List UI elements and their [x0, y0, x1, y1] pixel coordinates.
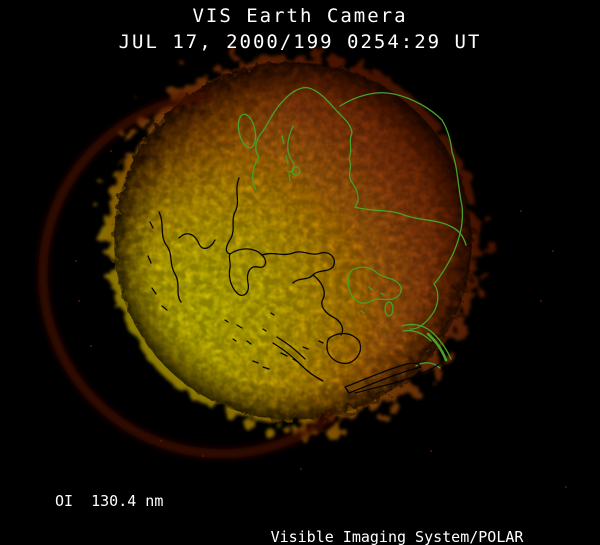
coast-limb-bright	[426, 332, 448, 362]
coastlines-day	[147, 177, 442, 394]
island-oval	[237, 113, 257, 149]
coast-philippines	[347, 266, 402, 304]
coast-kuril	[409, 283, 439, 330]
coast-limb-v	[178, 233, 216, 250]
coast-australia-black	[354, 362, 442, 394]
coast-inner-russia	[354, 206, 467, 246]
coastlines-night	[237, 86, 467, 369]
coast-terminator	[225, 177, 240, 255]
coast-scandinavia	[252, 86, 359, 208]
coast-new-guinea	[401, 323, 452, 360]
coast-limb-arabia	[158, 211, 182, 303]
wavelength-label: OI 130.4 nm	[55, 492, 164, 510]
island-philippine	[384, 301, 394, 317]
credits-block: Visible Imaging System/POLAR The Univers…	[247, 492, 547, 545]
coast-arctic-russia	[339, 92, 453, 153]
island-dots-green	[360, 286, 385, 314]
islets	[224, 312, 324, 370]
limb-shading	[38, 91, 336, 459]
grain-texture	[114, 62, 472, 420]
coast-bengal	[261, 251, 335, 284]
timestamp-line: JUL 17, 2000/199 0254:29 UT	[118, 31, 482, 53]
island-ring	[291, 166, 301, 176]
island-dashes	[281, 135, 291, 182]
background-speckles	[75, 150, 567, 488]
coast-east-asia	[433, 151, 464, 285]
coast-sumatra	[272, 336, 324, 382]
coast-borneo	[326, 332, 362, 365]
coast-indochina	[312, 274, 344, 336]
page-title: VIS Earth Camera	[192, 5, 408, 27]
credit-line-1: Visible Imaging System/POLAR	[270, 528, 524, 545]
limb-marks	[147, 221, 168, 311]
coast-java	[344, 362, 422, 394]
